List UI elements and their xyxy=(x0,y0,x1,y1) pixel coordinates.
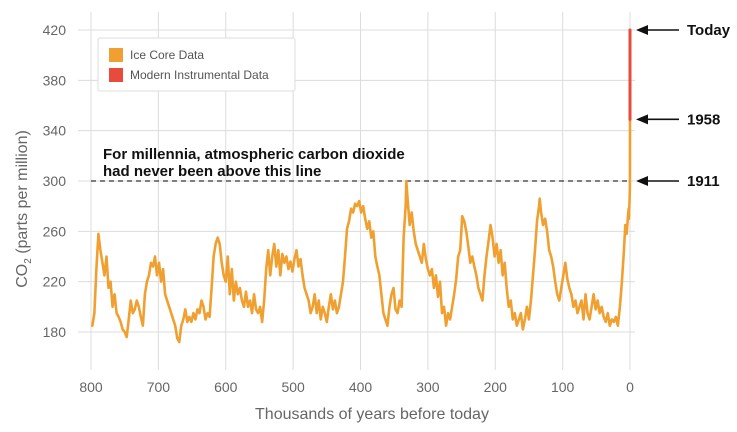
x-tick-label-0: 0 xyxy=(626,379,634,395)
marker-label-1911: 1911 xyxy=(687,173,720,190)
x-tick-label-600: 600 xyxy=(214,379,238,395)
x-axis-ticks: 800 700 600 500 400 300 200 100 0 xyxy=(79,379,634,395)
marker-arrowhead-1911 xyxy=(636,176,648,186)
x-tick-label-800: 800 xyxy=(79,379,103,395)
y-axis-title-subscript: 2 xyxy=(23,258,34,264)
legend-label-ice-core: Ice Core Data xyxy=(130,48,204,62)
threshold-annotation-line1: For millennia, atmospheric carbon dioxid… xyxy=(103,146,405,163)
legend-label-modern: Modern Instrumental Data xyxy=(130,68,269,82)
y-tick-label-420: 420 xyxy=(43,22,67,38)
y-tick-label-220: 220 xyxy=(43,274,67,290)
marker-label-1958: 1958 xyxy=(687,111,720,128)
year-markers: Today 1958 1911 xyxy=(636,22,731,190)
y-axis-title-main: CO xyxy=(14,264,31,288)
legend: Ice Core Data Modern Instrumental Data xyxy=(97,37,296,92)
series-line-ice-core-data xyxy=(91,118,632,344)
x-axis-title: Thousands of years before today xyxy=(255,406,489,423)
y-tick-label-340: 340 xyxy=(43,123,67,139)
x-tick-label-300: 300 xyxy=(416,379,440,395)
marker-label-today: Today xyxy=(687,22,731,39)
marker-arrowhead-1958 xyxy=(636,114,648,125)
legend-swatch-modern xyxy=(109,68,123,82)
x-tick-label-700: 700 xyxy=(147,379,171,395)
x-tick-label-500: 500 xyxy=(281,379,305,395)
x-tick-label-200: 200 xyxy=(484,379,508,395)
threshold-annotation-line2: had never been above this line xyxy=(103,163,321,180)
legend-box xyxy=(97,37,296,92)
y-tick-label-380: 380 xyxy=(43,72,67,88)
legend-swatch-ice-core xyxy=(109,48,123,62)
series xyxy=(91,28,632,344)
y-tick-label-180: 180 xyxy=(43,324,67,340)
y-tick-label-300: 300 xyxy=(43,173,67,189)
y-tick-label-260: 260 xyxy=(43,223,67,239)
y-axis-ticks: 420 380 340 300 260 220 180 xyxy=(43,22,67,340)
y-axis-title: CO2 (parts per million) xyxy=(14,130,34,288)
x-tick-label-400: 400 xyxy=(349,379,373,395)
x-tick-label-100: 100 xyxy=(551,379,575,395)
y-axis-title-rest: (parts per million) xyxy=(14,130,31,258)
marker-arrowhead-today xyxy=(636,25,648,35)
